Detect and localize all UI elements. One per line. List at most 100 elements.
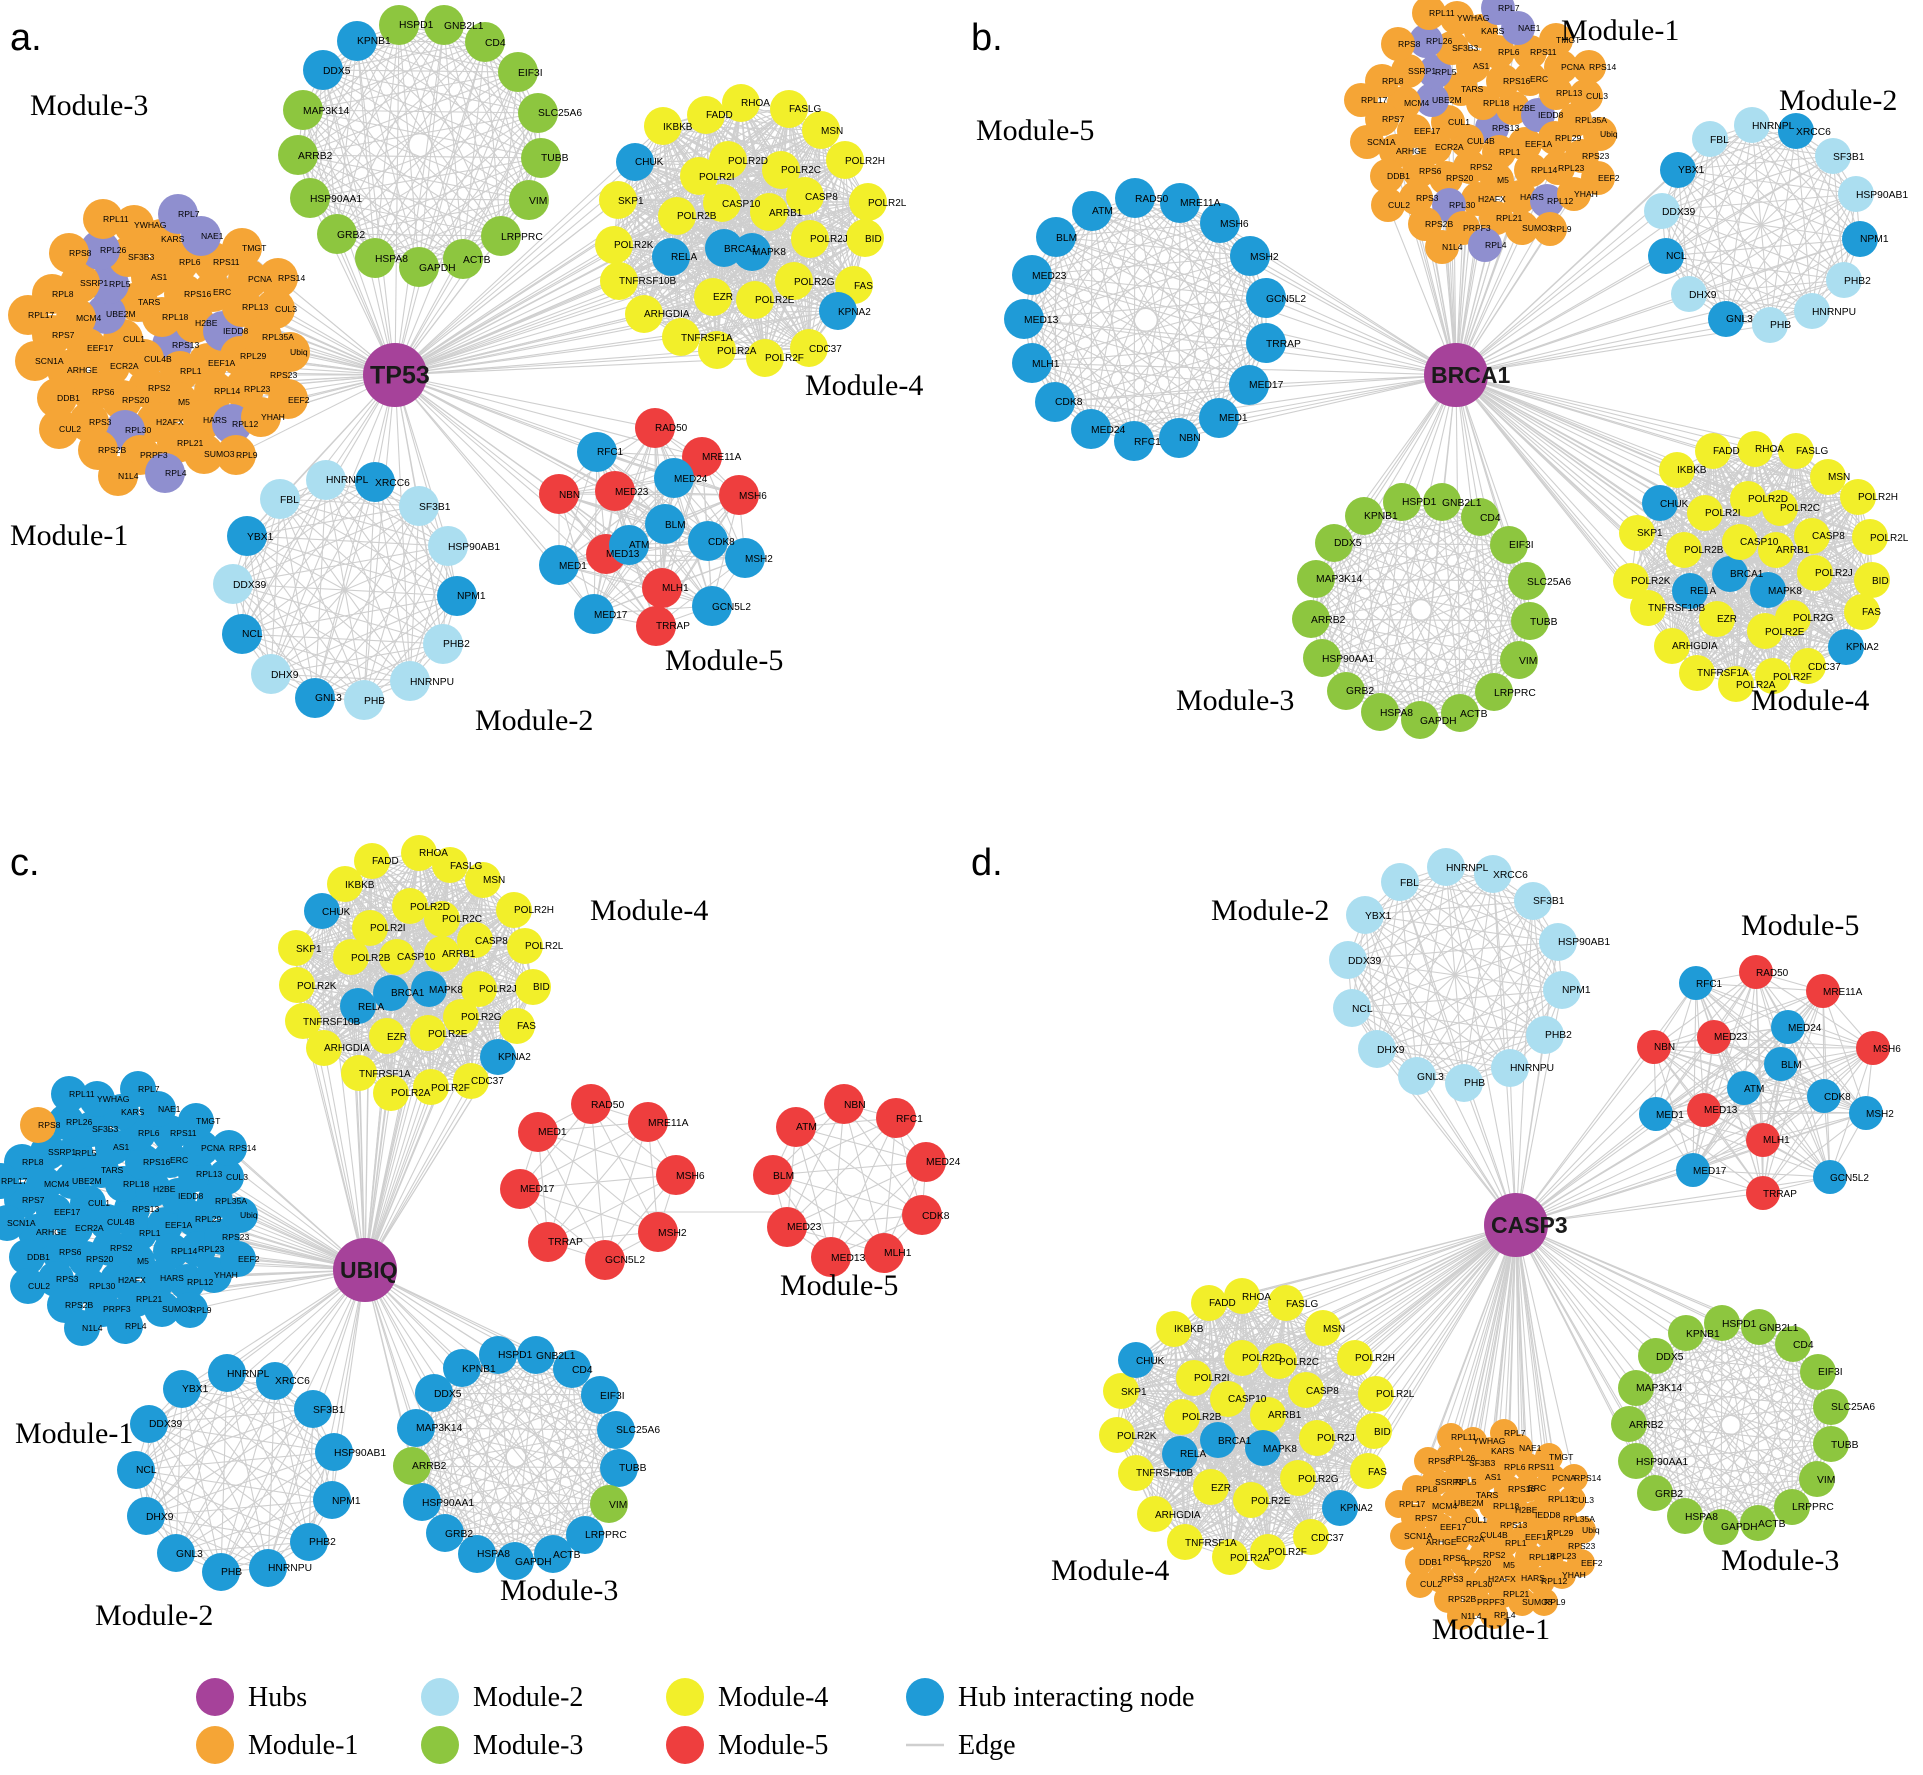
svg-text:FASLG: FASLG bbox=[1286, 1299, 1318, 1310]
svg-text:RPS8: RPS8 bbox=[1398, 39, 1421, 49]
svg-text:MSN: MSN bbox=[1828, 472, 1850, 483]
svg-text:CDC37: CDC37 bbox=[471, 1076, 504, 1087]
svg-text:POLR2J: POLR2J bbox=[1815, 568, 1853, 579]
svg-text:RPL17: RPL17 bbox=[1, 1176, 27, 1186]
svg-text:MSH6: MSH6 bbox=[1873, 1044, 1901, 1055]
svg-text:RPS16: RPS16 bbox=[184, 289, 211, 299]
svg-text:CUL1: CUL1 bbox=[123, 334, 145, 344]
svg-text:MED13: MED13 bbox=[1704, 1105, 1738, 1116]
svg-text:Module-4: Module-4 bbox=[1751, 684, 1869, 717]
svg-text:H2BE: H2BE bbox=[1513, 103, 1536, 113]
svg-text:ERC: ERC bbox=[213, 287, 231, 297]
svg-text:RPL21: RPL21 bbox=[136, 1294, 162, 1304]
svg-text:HNRNPU: HNRNPU bbox=[268, 1563, 312, 1574]
svg-text:RPL1: RPL1 bbox=[1499, 147, 1521, 157]
svg-text:POLR2F: POLR2F bbox=[1268, 1547, 1307, 1558]
svg-text:NBN: NBN bbox=[559, 490, 580, 501]
svg-text:TUBB: TUBB bbox=[619, 1463, 647, 1474]
svg-text:TMGT: TMGT bbox=[196, 1116, 221, 1126]
svg-text:CUL4B: CUL4B bbox=[1467, 136, 1495, 146]
svg-text:RPS13: RPS13 bbox=[1492, 123, 1519, 133]
svg-text:IEDD8: IEDD8 bbox=[223, 326, 249, 336]
svg-text:MSN: MSN bbox=[1323, 1324, 1345, 1335]
svg-text:TNFRSF1A: TNFRSF1A bbox=[1185, 1538, 1237, 1549]
svg-text:HSP90AA1: HSP90AA1 bbox=[310, 194, 362, 205]
svg-text:SKP1: SKP1 bbox=[296, 944, 322, 955]
svg-text:CHUK: CHUK bbox=[322, 907, 351, 918]
svg-text:MRE11A: MRE11A bbox=[1823, 987, 1863, 998]
svg-text:GNB2L1: GNB2L1 bbox=[444, 21, 484, 32]
svg-text:POLR2I: POLR2I bbox=[370, 923, 406, 934]
svg-text:IKBKB: IKBKB bbox=[345, 880, 375, 891]
svg-text:MED17: MED17 bbox=[594, 610, 628, 621]
svg-text:GNL3: GNL3 bbox=[176, 1549, 203, 1560]
svg-text:MSN: MSN bbox=[483, 875, 505, 886]
svg-text:POLR2A: POLR2A bbox=[717, 346, 757, 357]
svg-text:ERC: ERC bbox=[170, 1155, 188, 1165]
svg-text:YBX1: YBX1 bbox=[247, 532, 274, 543]
svg-text:CUL1: CUL1 bbox=[88, 1198, 110, 1208]
svg-text:KPNA2: KPNA2 bbox=[1846, 642, 1879, 653]
svg-text:RPL13: RPL13 bbox=[196, 1169, 222, 1179]
svg-text:MAP3K14: MAP3K14 bbox=[303, 106, 350, 117]
svg-text:VIM: VIM bbox=[1519, 656, 1537, 667]
svg-text:SCN1A: SCN1A bbox=[35, 356, 64, 366]
svg-text:RPS6: RPS6 bbox=[92, 387, 115, 397]
svg-text:RPS16: RPS16 bbox=[143, 1157, 170, 1167]
svg-text:ACTB: ACTB bbox=[463, 255, 491, 266]
svg-text:KPNB1: KPNB1 bbox=[357, 36, 391, 47]
svg-text:RPL7: RPL7 bbox=[1498, 3, 1520, 13]
svg-text:RPS16: RPS16 bbox=[1503, 76, 1530, 86]
svg-text:MAPK8: MAPK8 bbox=[1768, 586, 1802, 597]
svg-text:RPL4: RPL4 bbox=[1485, 240, 1507, 250]
svg-text:BLM: BLM bbox=[665, 520, 686, 531]
svg-text:BID: BID bbox=[1374, 1427, 1391, 1438]
svg-text:POLR2L: POLR2L bbox=[868, 198, 907, 209]
svg-text:YBX1: YBX1 bbox=[182, 1384, 209, 1395]
svg-text:SLC25A6: SLC25A6 bbox=[616, 1425, 660, 1436]
svg-text:HNRNPL: HNRNPL bbox=[1446, 863, 1489, 874]
svg-text:MED1: MED1 bbox=[538, 1127, 567, 1138]
svg-text:Ubiq: Ubiq bbox=[240, 1210, 258, 1220]
svg-text:RPL30: RPL30 bbox=[125, 425, 151, 435]
svg-text:MED1: MED1 bbox=[1219, 413, 1248, 424]
svg-text:RPS20: RPS20 bbox=[86, 1254, 113, 1264]
svg-text:HSPA8: HSPA8 bbox=[375, 254, 408, 265]
svg-text:RPL6: RPL6 bbox=[138, 1128, 160, 1138]
svg-text:MSN: MSN bbox=[821, 126, 843, 137]
svg-text:FASLG: FASLG bbox=[1796, 446, 1828, 457]
svg-text:SCN1A: SCN1A bbox=[1367, 137, 1396, 147]
svg-text:NPM1: NPM1 bbox=[332, 1496, 361, 1507]
svg-text:BRCA1: BRCA1 bbox=[391, 988, 425, 999]
svg-text:POLR2C: POLR2C bbox=[442, 914, 482, 925]
svg-text:POLR2L: POLR2L bbox=[525, 941, 564, 952]
svg-text:HARS: HARS bbox=[1520, 192, 1544, 202]
svg-text:CHUK: CHUK bbox=[635, 157, 664, 168]
svg-text:ATM: ATM bbox=[1092, 206, 1113, 217]
svg-text:MSH6: MSH6 bbox=[676, 1171, 705, 1182]
svg-text:RPS2B: RPS2B bbox=[65, 1300, 93, 1310]
svg-text:CUL4B: CUL4B bbox=[144, 354, 172, 364]
svg-text:BRCA1: BRCA1 bbox=[1431, 362, 1510, 388]
svg-text:H2AFX: H2AFX bbox=[118, 1275, 146, 1285]
svg-text:NAE1: NAE1 bbox=[158, 1104, 181, 1114]
svg-text:SF3B1: SF3B1 bbox=[1533, 896, 1565, 907]
svg-text:RAD50: RAD50 bbox=[591, 1100, 624, 1111]
svg-text:Module-1: Module-1 bbox=[10, 519, 128, 552]
svg-text:ARHGDIA: ARHGDIA bbox=[1672, 641, 1718, 652]
svg-text:NCL: NCL bbox=[1666, 251, 1687, 262]
svg-text:AS1: AS1 bbox=[1473, 61, 1489, 71]
svg-text:SUMO3: SUMO3 bbox=[204, 449, 235, 459]
svg-text:CUL2: CUL2 bbox=[1388, 200, 1410, 210]
svg-text:MED1: MED1 bbox=[559, 561, 587, 572]
svg-text:POLR2H: POLR2H bbox=[845, 156, 885, 167]
svg-text:GNL3: GNL3 bbox=[1726, 314, 1753, 325]
svg-text:EEF1A: EEF1A bbox=[1525, 139, 1552, 149]
svg-text:ACTB: ACTB bbox=[1460, 709, 1488, 720]
svg-text:PRPF3: PRPF3 bbox=[1463, 223, 1491, 233]
svg-text:DDB1: DDB1 bbox=[27, 1252, 50, 1262]
svg-text:TNFRSF1A: TNFRSF1A bbox=[359, 1069, 411, 1080]
svg-text:RPL8: RPL8 bbox=[1382, 76, 1404, 86]
svg-text:FASLG: FASLG bbox=[450, 861, 482, 872]
svg-text:PHB2: PHB2 bbox=[1545, 1030, 1572, 1041]
